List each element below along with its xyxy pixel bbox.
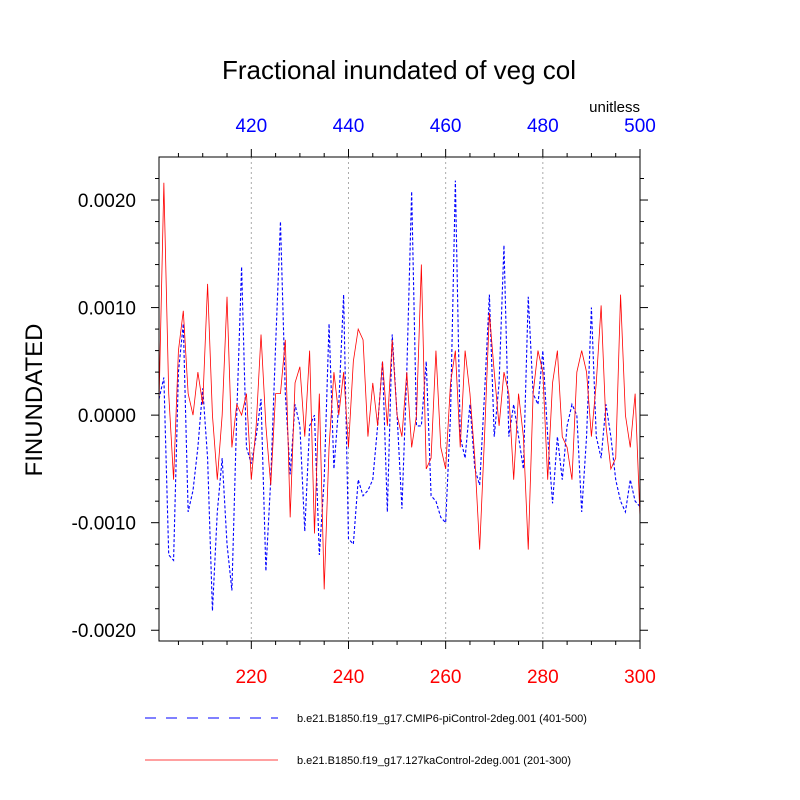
x-bottom-tick-label: 260	[430, 667, 462, 688]
x-top-tick-label: 420	[235, 116, 267, 137]
legend-label-series-1: b.e21.B1850.f19_g17.CMIP6-piControl-2deg…	[297, 713, 587, 725]
series-line-1	[158, 180, 641, 611]
units-label: unitless	[589, 99, 640, 116]
y-tick-label: 0.0020	[78, 191, 136, 212]
plot-frame	[158, 156, 641, 642]
legend: b.e21.B1850.f19_g17.CMIP6-piControl-2deg…	[145, 713, 587, 767]
x-bottom-tick-label: 300	[624, 667, 656, 688]
tick-labels: 0.0020 0.0010 0.0000 -0.0010 -0.0020 220 240 26…	[72, 116, 656, 688]
gridlines	[250, 157, 544, 641]
y-tick-label: 0.0000	[78, 406, 136, 427]
y-tick-label: -0.0020	[72, 621, 136, 642]
y-tick-label: 0.0010	[78, 299, 136, 320]
x-bottom-tick-label: 280	[527, 667, 559, 688]
y-axis-label: FINUNDATED	[21, 324, 48, 477]
x-bottom-tick-label: 220	[235, 667, 267, 688]
chart-title: Fractional inundated of veg col	[222, 55, 576, 85]
legend-label-series-2: b.e21.B1850.f19_g17.127kaControl-2deg.00…	[297, 755, 571, 767]
series-lines	[158, 180, 641, 611]
x-top-tick-label: 440	[333, 116, 365, 137]
x-top-tick-label: 480	[527, 116, 559, 137]
axis-ticks	[151, 149, 648, 649]
y-tick-label: -0.0010	[72, 514, 136, 535]
x-top-tick-label: 460	[430, 116, 462, 137]
x-bottom-tick-label: 240	[333, 667, 365, 688]
x-top-tick-label: 500	[624, 116, 656, 137]
series-line-2	[158, 182, 641, 590]
